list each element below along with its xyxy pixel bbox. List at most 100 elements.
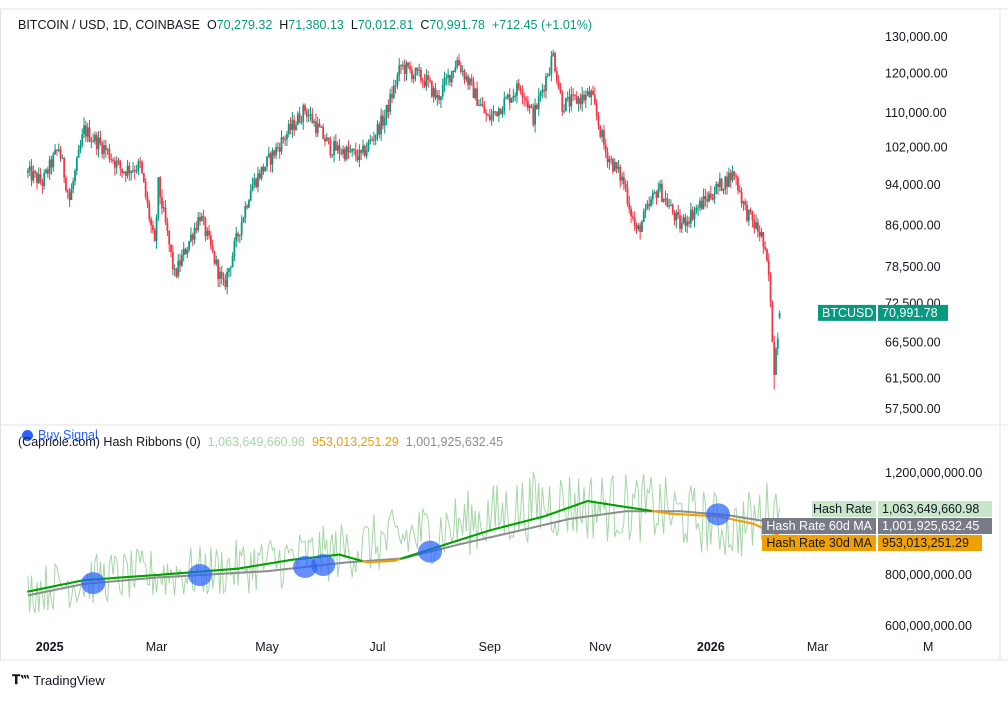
candle-body — [525, 98, 527, 100]
candle-body — [409, 66, 411, 70]
candle-body — [243, 218, 245, 222]
candle-body — [563, 111, 565, 112]
candle-body — [616, 162, 618, 169]
price-axis[interactable]: 130,000.00120,000.00110,000.00102,000.00… — [885, 30, 948, 416]
candle-body — [255, 179, 257, 187]
candle-body — [378, 124, 380, 134]
candle-body — [147, 196, 149, 203]
candle-body — [420, 70, 422, 81]
candle-body — [311, 114, 313, 123]
candle-body — [45, 170, 47, 173]
candle-body — [614, 162, 616, 171]
candle-body — [500, 108, 502, 114]
candle-body — [31, 166, 33, 180]
candle-body — [331, 155, 333, 156]
candle-body — [306, 111, 308, 117]
candle-body — [766, 249, 768, 260]
candle-body — [404, 65, 406, 74]
candle-body — [27, 170, 29, 172]
candle-body — [67, 190, 69, 192]
candle-body — [447, 75, 449, 78]
candle-body — [764, 247, 766, 250]
candle-body — [724, 177, 726, 190]
candle-body — [232, 256, 234, 267]
candle-body — [119, 161, 121, 168]
candle-body — [453, 71, 455, 72]
high-value: 71,380.13 — [288, 18, 344, 32]
candle-body — [438, 95, 440, 100]
candle-body — [719, 179, 721, 187]
candle-body — [435, 88, 437, 98]
candle-body — [397, 75, 399, 85]
candle-body — [197, 217, 199, 230]
candle-body — [514, 96, 516, 97]
indicator-tick-label: 1,200,000,000.00 — [885, 466, 982, 480]
time-tick-label: 2025 — [36, 640, 64, 654]
candle-body — [366, 150, 368, 156]
price-tick-label: 61,500.00 — [885, 371, 941, 385]
candle-body — [145, 182, 147, 197]
candle-body — [156, 218, 158, 241]
candle-body — [556, 71, 558, 81]
candle-body — [759, 232, 761, 237]
open-label: O — [207, 18, 217, 32]
hash-rate-line — [28, 472, 780, 613]
candle-body — [489, 116, 491, 120]
candle-body — [576, 96, 578, 104]
ma60-name-label: Hash Rate 60d MA — [766, 519, 872, 533]
candle-body — [49, 159, 51, 173]
candle-body — [476, 89, 478, 106]
candle-body — [735, 176, 737, 178]
candle-body — [632, 216, 634, 218]
candle-body — [739, 190, 741, 192]
candle-body — [192, 235, 194, 240]
price-tick-label: 120,000.00 — [885, 67, 948, 81]
candle-body — [176, 269, 178, 277]
candle-body — [424, 81, 426, 86]
buy-signal-marker — [706, 503, 730, 525]
candle-body — [737, 177, 739, 190]
watermark-label: TradingView — [33, 673, 105, 688]
candle-body — [621, 177, 623, 181]
candle-body — [326, 138, 328, 142]
candle-body — [215, 260, 217, 264]
candle-body — [395, 86, 397, 87]
candle-body — [522, 91, 524, 97]
candle-body — [717, 184, 719, 187]
candle-body — [103, 145, 105, 154]
candle-body — [507, 95, 509, 98]
candle-body — [161, 197, 163, 208]
symbol-legend[interactable]: BITCOIN / USD, 1D, COINBASE O70,279.32 H… — [18, 18, 592, 32]
candle-body — [183, 249, 185, 255]
candle-body — [554, 53, 556, 71]
candle-body — [541, 90, 543, 93]
candle-body — [509, 95, 511, 103]
time-tick-label: Sep — [479, 640, 501, 654]
candle-body — [237, 233, 239, 236]
candle-body — [512, 96, 514, 98]
candle-body — [369, 139, 371, 141]
candle-body — [52, 154, 54, 167]
candle-body — [426, 75, 428, 86]
candle-body — [581, 95, 583, 105]
candle-body — [529, 106, 531, 109]
indicator-legend[interactable]: (Capriole.com) Hash Ribbons (0) 1,063,64… — [18, 435, 503, 449]
candle-body — [690, 210, 692, 224]
candle-body — [210, 236, 212, 246]
candle-body — [226, 272, 228, 287]
btcusd-price-label: 70,991.78 — [882, 306, 938, 320]
candle-body — [302, 105, 304, 122]
candle-body — [779, 313, 781, 318]
candle-body — [355, 150, 357, 156]
candle-body — [257, 173, 259, 187]
candle-body — [337, 145, 339, 150]
btcusd-name-label: BTCUSD — [822, 306, 873, 320]
candle-body — [241, 222, 243, 234]
candle-body — [674, 213, 676, 220]
candle-body — [186, 249, 188, 254]
close-value: 70,991.78 — [429, 18, 485, 32]
candle-body — [150, 219, 152, 225]
tradingview-watermark[interactable]: 𝐓‷ TradingView — [12, 672, 105, 688]
